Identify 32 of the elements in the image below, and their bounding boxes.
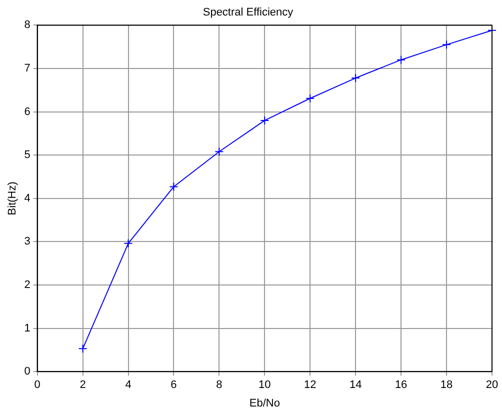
x-tick-label: 12 xyxy=(304,379,316,392)
x-tick-label: 8 xyxy=(216,379,222,392)
point xyxy=(214,147,224,156)
x-tick-label: 2 xyxy=(80,379,86,392)
point xyxy=(78,344,88,354)
y-tick-label: 0 xyxy=(24,366,30,378)
y-tick-label: 1 xyxy=(24,322,30,334)
y-tick-label: 6 xyxy=(24,106,30,118)
y-tick-label: 5 xyxy=(24,149,30,162)
y-tick-label: 3 xyxy=(24,236,30,248)
point xyxy=(169,182,178,192)
point xyxy=(306,94,315,103)
point xyxy=(351,74,360,83)
x-tick-label: 10 xyxy=(258,379,271,392)
x-tick-label: 4 xyxy=(125,379,132,392)
x-tick-label: 16 xyxy=(394,379,408,392)
point xyxy=(124,238,133,248)
chart-title: Spectral Efficiency xyxy=(202,6,294,19)
x-tick-label: 20 xyxy=(486,379,498,392)
point xyxy=(260,116,270,125)
y-tick-label: 7 xyxy=(24,62,30,75)
point xyxy=(396,55,406,64)
x-tick-label: 6 xyxy=(170,379,177,392)
x-tick-label: 0 xyxy=(34,379,40,392)
x-axis-title: Eb/No xyxy=(249,397,280,410)
x-tick-label: 14 xyxy=(349,379,362,392)
y-tick-label: 4 xyxy=(24,192,30,204)
point xyxy=(442,40,452,50)
y-tick-label: 2 xyxy=(24,279,30,292)
y-tick-label: 8 xyxy=(24,19,30,32)
x-tick-label: 18 xyxy=(440,379,453,392)
y-axis-title: Bit(Hz) xyxy=(6,182,19,216)
